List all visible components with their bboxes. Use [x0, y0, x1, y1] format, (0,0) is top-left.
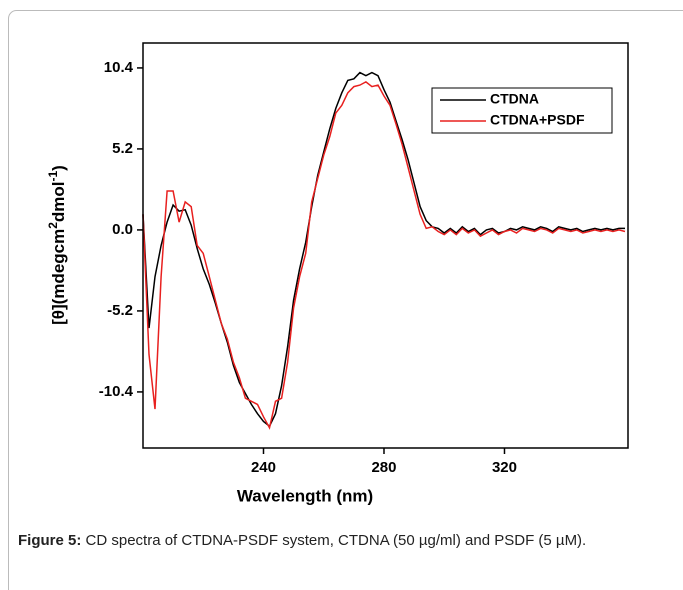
y-label-part: dmol [49, 181, 68, 222]
frame [8, 10, 683, 590]
x-tick-label: 320 [492, 459, 517, 476]
caption-label: Figure 5: [18, 532, 82, 549]
y-axis-label: [θ](mdegcm2dmol-1) [46, 165, 68, 325]
caption: Figure 5: CD spectra of CTDNA-PSDF syste… [18, 527, 668, 554]
legend-box [431, 87, 613, 134]
x-axis-label: Wavelength (nm) [237, 486, 373, 505]
caption-text: CD spectra of CTDNA-PSDF system, CTDNA (… [85, 532, 587, 549]
y-tick-label: 10.4 [104, 59, 134, 76]
plot-border [142, 42, 629, 449]
y-tick-label: 5.2 [112, 140, 133, 157]
y-tick-label: -5.2 [107, 302, 133, 319]
x-tick-label: 280 [371, 459, 396, 476]
y-tick-label: -10.4 [99, 383, 134, 400]
y-label-part: 2 [46, 222, 60, 229]
legend-label: CTDNA+PSDF [490, 112, 585, 128]
y-label-part: [θ](mdegcm [49, 229, 68, 325]
x-tick-label: 240 [251, 459, 276, 476]
y-label-part: -1 [46, 170, 60, 181]
y-tick-label: 0.0 [112, 221, 133, 238]
legend-label: CTDNA [490, 91, 539, 107]
y-label-part: ) [49, 165, 68, 171]
series-line [142, 81, 626, 430]
